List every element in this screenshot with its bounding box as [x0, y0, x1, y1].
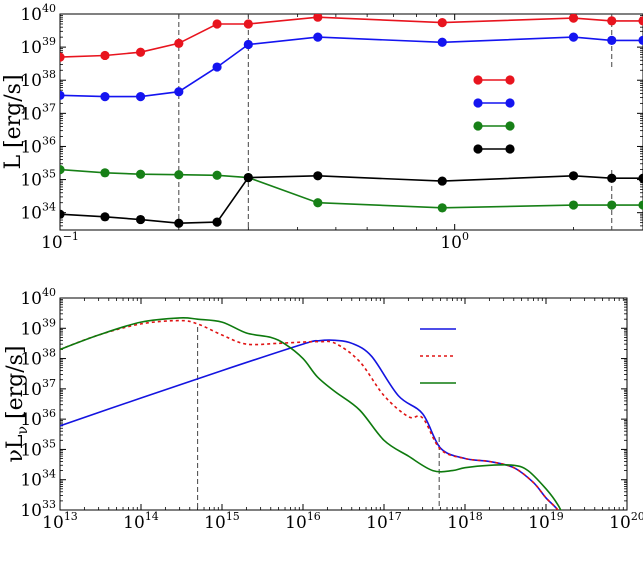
y-tick-label: 1040: [20, 286, 56, 309]
plot-frame: [59, 13, 643, 231]
data-point: [638, 35, 643, 45]
x-tick-label: 1017: [366, 510, 402, 533]
data-point: [638, 16, 643, 26]
data-point: [607, 16, 617, 26]
legend-marker: [473, 75, 483, 85]
data-point: [568, 14, 579, 23]
data-point: [243, 172, 253, 183]
legend-marker: [505, 144, 515, 154]
y-tick-label: 1038: [20, 68, 56, 91]
data-point: [568, 200, 579, 210]
y-tick-label: 1040: [20, 2, 56, 25]
x-tick-label: 10−1: [41, 230, 79, 253]
data-point: [174, 218, 184, 228]
data-point: [638, 173, 643, 183]
series-line-2: [60, 319, 559, 510]
x-tick-label: 1015: [204, 510, 240, 533]
data-point: [135, 214, 146, 225]
data-point: [60, 52, 65, 62]
x-tick-label: 1016: [285, 510, 321, 533]
series-line-3: [60, 316, 562, 510]
data-point: [100, 50, 110, 61]
data-point: [607, 173, 617, 183]
data-point: [568, 171, 579, 181]
legend: [420, 328, 456, 384]
data-point: [243, 19, 253, 29]
plot-frame: [59, 297, 628, 511]
panel-1: 10−1 100 1034 1035 1036 1037 1038 1039 1040 L [er…: [1, 2, 643, 253]
y-tick-label: 1035: [20, 437, 56, 460]
y-tick-label: 1037: [20, 101, 56, 124]
data-point: [437, 37, 447, 47]
x-tick-label: 1019: [528, 510, 564, 533]
data-point: [212, 19, 222, 29]
y-tick-label: 1034: [20, 201, 56, 224]
data-point: [607, 200, 617, 210]
panel-2: 1013 1014 1015 1016 1017 1018 1019 1020 1033 1034…: [3, 286, 643, 533]
x-tick-label: 1018: [447, 510, 483, 533]
data-point: [174, 38, 184, 48]
data-point: [243, 39, 253, 50]
data-point: [212, 62, 222, 72]
legend-marker: [473, 144, 483, 154]
data-point: [313, 198, 323, 208]
y-tick-label: 1035: [20, 168, 56, 191]
y-tick-label: 1039: [20, 35, 56, 58]
x-tick-label: 100: [440, 230, 469, 253]
data-point: [60, 209, 65, 219]
y-tick-label: 1038: [20, 347, 56, 370]
y-tick-label: 1034: [20, 468, 56, 491]
x-tick-label: 1014: [123, 510, 159, 533]
legend-marker: [505, 75, 515, 85]
data-point: [212, 170, 222, 180]
data-point: [437, 203, 447, 213]
series-line-2: [60, 36, 643, 98]
legend-marker: [473, 98, 483, 108]
x-tick-label: 1020: [609, 510, 643, 533]
y-axis-label: L [erg/s]: [1, 74, 26, 169]
data-point: [212, 217, 222, 227]
data-point: [100, 212, 110, 222]
series-group: [60, 14, 643, 228]
legend-marker: [505, 121, 515, 131]
y-tick-label: 1036: [20, 134, 56, 157]
legend: [473, 75, 515, 154]
data-point: [60, 90, 65, 100]
data-point: [135, 169, 146, 179]
series-line-1: [60, 339, 559, 510]
y-tick-label: 1039: [20, 316, 56, 339]
y-axis-label: νLν [erg/s]: [3, 346, 31, 463]
series-line-4: [60, 174, 643, 225]
data-point: [135, 92, 146, 102]
legend-marker: [505, 98, 515, 108]
data-point: [568, 32, 579, 42]
series-line-3: [60, 168, 643, 209]
data-point: [100, 168, 110, 178]
data-point: [437, 17, 447, 28]
data-point: [313, 32, 323, 42]
y-tick-label: 1037: [20, 377, 56, 400]
y-tick-label: 1033: [20, 498, 56, 521]
data-point: [174, 87, 184, 97]
series-group: [60, 316, 562, 510]
data-point: [638, 200, 643, 210]
y-tick-label: 1036: [20, 407, 56, 430]
data-point: [60, 165, 65, 175]
data-point: [313, 171, 323, 181]
data-point: [437, 176, 447, 186]
data-point: [313, 14, 323, 22]
data-point: [607, 35, 617, 45]
x-tick-label: 1013: [42, 510, 78, 533]
data-point: [135, 47, 146, 57]
data-point: [174, 170, 184, 180]
legend-marker: [473, 121, 483, 131]
data-point: [100, 92, 110, 102]
